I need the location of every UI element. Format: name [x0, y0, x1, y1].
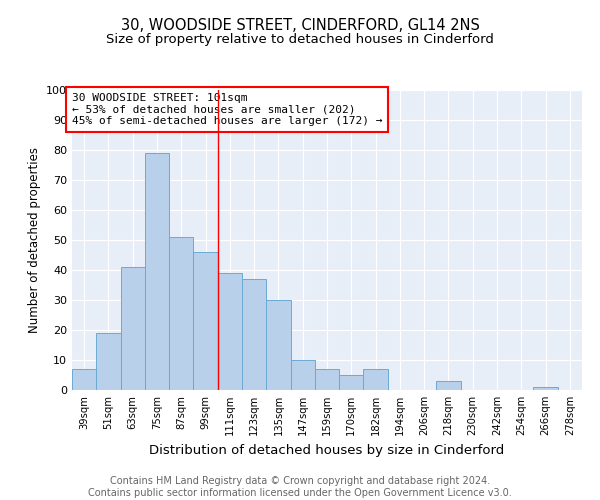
Bar: [72, 369, 96, 390]
Bar: [96, 333, 121, 390]
Text: Contains HM Land Registry data © Crown copyright and database right 2024.
Contai: Contains HM Land Registry data © Crown c…: [88, 476, 512, 498]
Text: Size of property relative to detached houses in Cinderford: Size of property relative to detached ho…: [106, 32, 494, 46]
Text: 30 WOODSIDE STREET: 101sqm
← 53% of detached houses are smaller (202)
45% of sem: 30 WOODSIDE STREET: 101sqm ← 53% of deta…: [72, 93, 383, 126]
Bar: [242, 279, 266, 390]
Bar: [218, 273, 242, 390]
Bar: [121, 267, 145, 390]
Bar: [266, 300, 290, 390]
Bar: [169, 237, 193, 390]
Bar: [315, 369, 339, 390]
Bar: [145, 153, 169, 390]
Bar: [339, 375, 364, 390]
Bar: [193, 252, 218, 390]
X-axis label: Distribution of detached houses by size in Cinderford: Distribution of detached houses by size …: [149, 444, 505, 456]
Bar: [290, 360, 315, 390]
Text: 30, WOODSIDE STREET, CINDERFORD, GL14 2NS: 30, WOODSIDE STREET, CINDERFORD, GL14 2N…: [121, 18, 479, 32]
Y-axis label: Number of detached properties: Number of detached properties: [28, 147, 41, 333]
Bar: [364, 369, 388, 390]
Bar: [533, 387, 558, 390]
Bar: [436, 381, 461, 390]
